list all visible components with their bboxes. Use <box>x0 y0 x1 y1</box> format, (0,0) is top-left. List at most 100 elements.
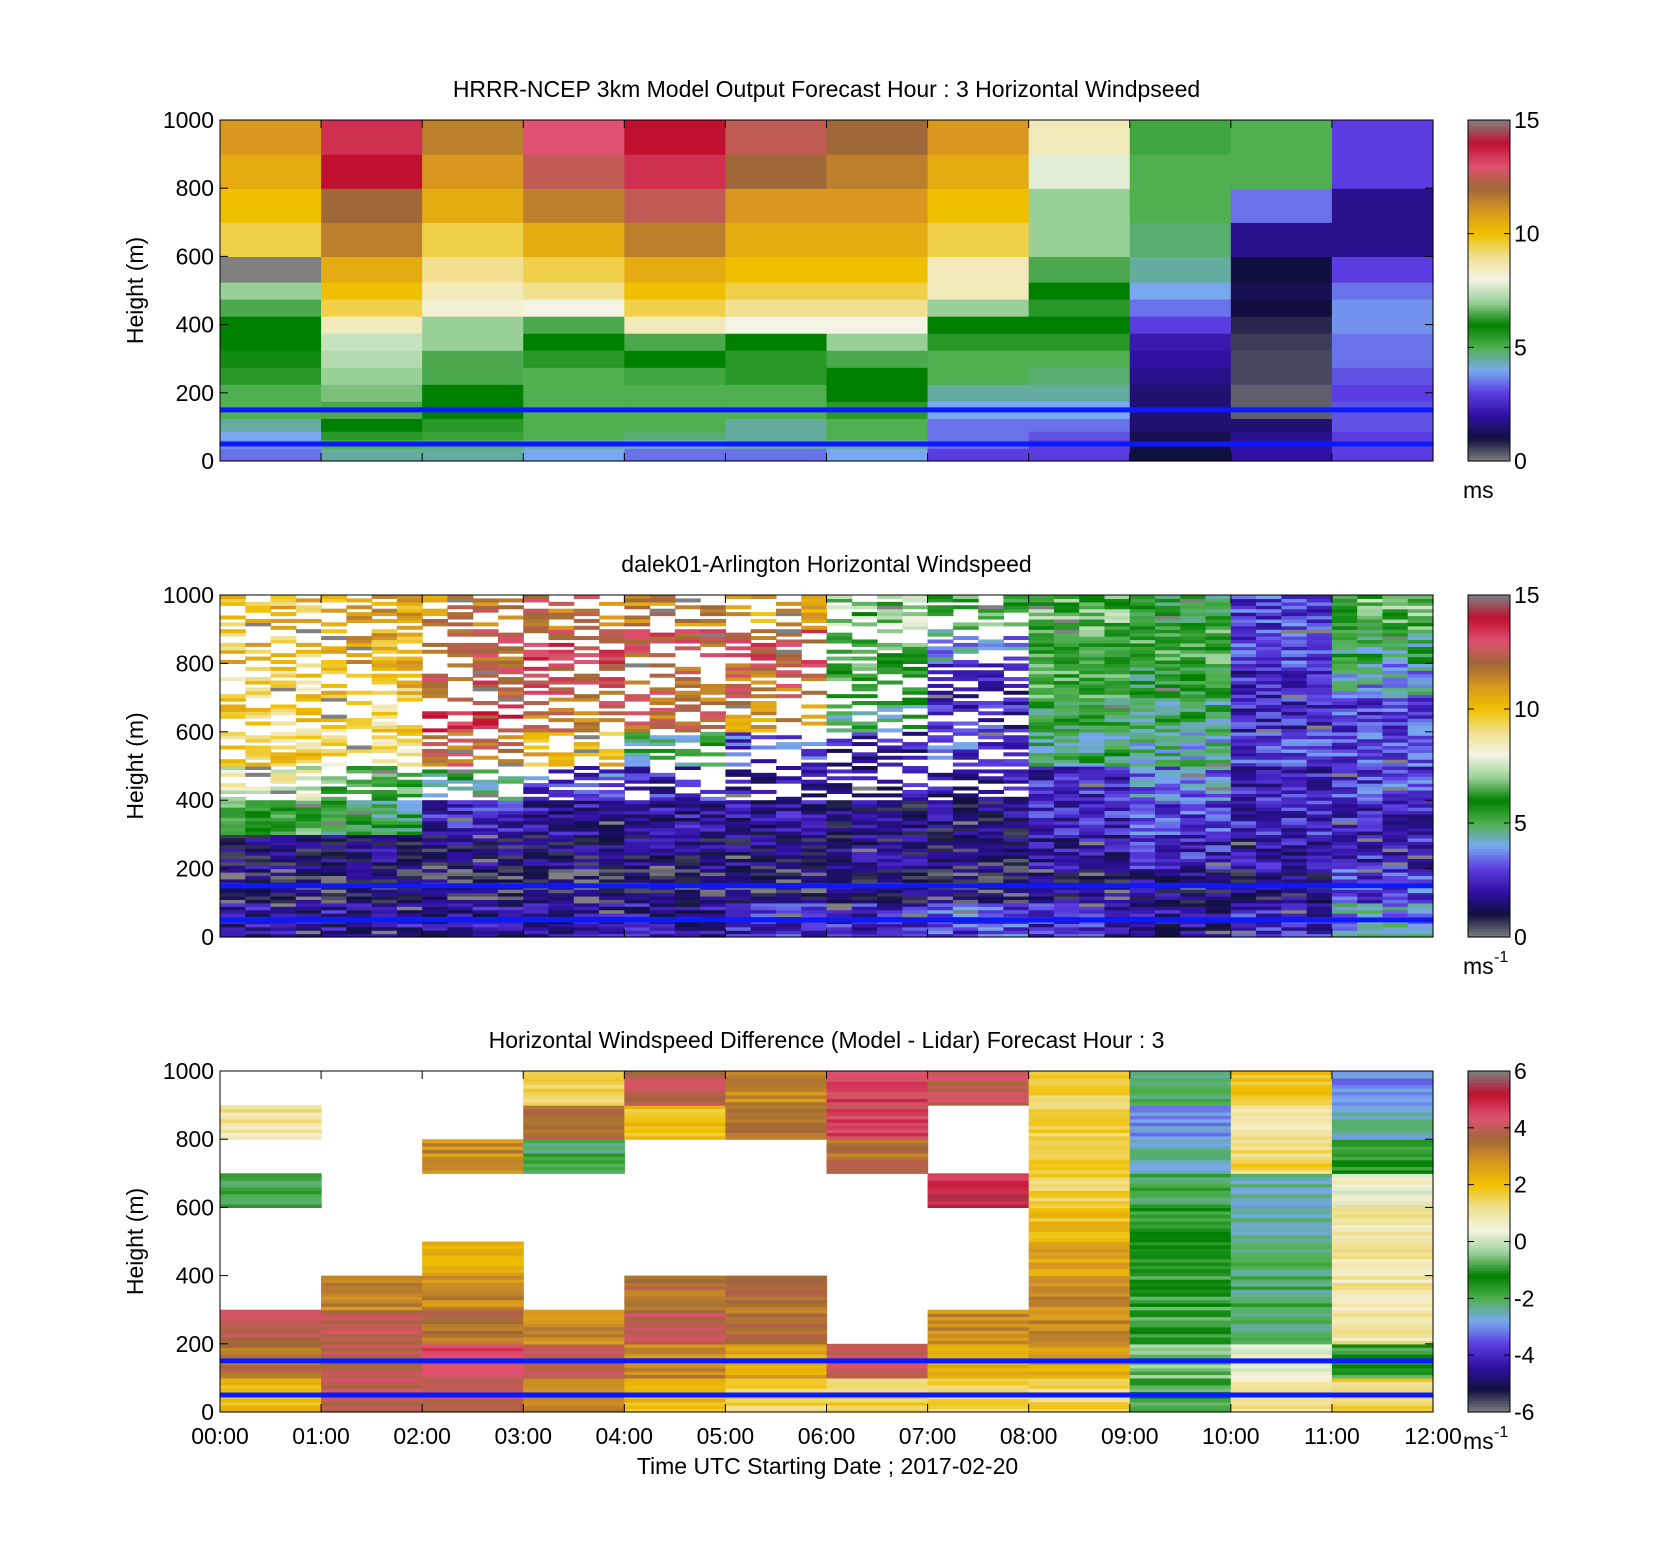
heatmap-cell <box>1129 256 1232 283</box>
heatmap-cell <box>1104 803 1131 808</box>
colorbar-swatch <box>1468 202 1510 206</box>
heatmap-cell <box>1079 909 1106 914</box>
heatmap-cell <box>220 889 246 894</box>
heatmap-cell <box>396 827 423 832</box>
heatmap-cell <box>725 1340 828 1345</box>
heatmap-cell <box>1306 605 1333 610</box>
heatmap-cell <box>700 711 727 716</box>
colorbar-swatch <box>1468 213 1510 218</box>
heatmap-cell <box>270 735 297 740</box>
heatmap-cell <box>1129 1248 1232 1253</box>
heatmap-cell <box>1205 902 1232 907</box>
heatmap-cell <box>1331 909 1358 914</box>
heatmap-cell <box>472 817 499 822</box>
heatmap-cell <box>1028 1326 1131 1331</box>
heatmap-cell <box>978 889 1004 894</box>
colorbar-swatch <box>1468 219 1510 223</box>
heatmap-cell <box>1104 895 1131 900</box>
heatmap-cell <box>1028 707 1055 712</box>
heatmap-cell <box>295 728 322 733</box>
heatmap-cell <box>1028 1234 1131 1239</box>
heatmap-cell <box>1028 906 1055 911</box>
heatmap-cell <box>1382 683 1409 688</box>
heatmap-cell <box>1155 636 1181 641</box>
heatmap-cell <box>1129 642 1156 647</box>
heatmap-cell <box>624 1350 727 1355</box>
heatmap-cell <box>1180 865 1207 870</box>
heatmap-cell <box>1407 841 1434 846</box>
heatmap-cell <box>1230 598 1257 603</box>
heatmap-cell <box>1382 865 1409 870</box>
heatmap-cell <box>927 639 954 644</box>
heatmap-cell <box>1281 902 1308 907</box>
colorbar-swatch <box>1468 637 1510 642</box>
heatmap-cell <box>927 933 954 938</box>
heatmap-cell <box>1180 701 1207 706</box>
heatmap-cell <box>1331 618 1358 623</box>
heatmap-cell <box>1256 666 1282 671</box>
heatmap-cell <box>624 892 651 897</box>
heatmap-cell <box>447 663 474 668</box>
colorbar-swatch <box>1468 808 1510 813</box>
heatmap-cell <box>674 926 701 931</box>
heatmap-cell <box>978 923 1004 928</box>
heatmap-cell <box>1331 810 1358 815</box>
heatmap-cell <box>1104 642 1131 647</box>
heatmap-cell <box>1306 841 1333 846</box>
heatmap-cell <box>1129 1381 1232 1386</box>
heatmap-cell <box>1306 718 1333 723</box>
heatmap-cell <box>1053 807 1080 812</box>
heatmap-cell <box>1053 694 1080 699</box>
colorbar-swatch <box>1468 811 1510 816</box>
heatmap-cell <box>1129 1401 1232 1406</box>
heatmap-cell <box>674 909 701 914</box>
heatmap-cell <box>877 738 903 743</box>
heatmap-cell <box>1331 656 1358 661</box>
heatmap-cell <box>927 738 954 743</box>
heatmap-cell <box>674 724 701 729</box>
heatmap-cell <box>902 731 929 736</box>
heatmap-cell <box>927 653 954 658</box>
colorbar-frame <box>1467 119 1511 462</box>
heatmap-cell <box>396 872 423 877</box>
heatmap-cell <box>1281 844 1308 849</box>
heatmap-cell <box>826 605 853 610</box>
heatmap-cell <box>1053 854 1080 859</box>
heatmap-cell <box>952 622 979 627</box>
heatmap-cell <box>447 817 474 822</box>
heatmap-cell <box>1028 1336 1131 1341</box>
heatmap-cell <box>523 222 625 257</box>
y-axis-label: Height (m) <box>122 712 148 819</box>
colorbar-swatch <box>1468 603 1510 607</box>
colorbar-swatch <box>1468 358 1510 363</box>
heatmap-cell <box>1079 841 1106 846</box>
heatmap-cell <box>1028 813 1055 818</box>
heatmap-cell <box>1407 830 1434 835</box>
heatmap-cell <box>927 844 954 849</box>
heatmap-cell <box>902 649 929 654</box>
heatmap-cell <box>1256 615 1282 620</box>
heatmap-cell <box>270 659 297 664</box>
heatmap-cell <box>245 714 272 719</box>
heatmap-cell <box>927 1408 1030 1413</box>
heatmap-cell <box>902 666 929 671</box>
heatmap-cell <box>1230 906 1257 911</box>
heatmap-cell <box>1306 731 1333 736</box>
heatmap-cell <box>1256 779 1282 784</box>
heatmap-cell <box>220 913 246 918</box>
heatmap-cell <box>1331 1296 1434 1301</box>
heatmap-cell <box>1129 762 1156 767</box>
heatmap-cell <box>497 639 524 644</box>
heatmap-cell <box>674 868 701 873</box>
heatmap-cell <box>877 813 903 818</box>
heatmap-cell <box>1104 612 1131 617</box>
heatmap-cell <box>826 1367 929 1372</box>
heatmap-cell <box>1155 766 1181 771</box>
heatmap-cell <box>1003 772 1030 777</box>
heatmap-cell <box>599 813 625 818</box>
heatmap-cell <box>1331 1374 1434 1379</box>
heatmap-cell <box>978 605 1004 610</box>
heatmap-cell <box>523 431 625 441</box>
heatmap-cell <box>750 701 777 706</box>
heatmap-cell <box>422 120 524 155</box>
